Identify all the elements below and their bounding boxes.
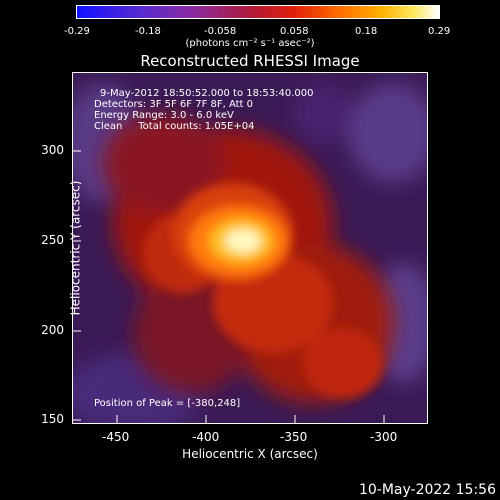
image-title: Reconstructed RHESSI Image [140, 52, 360, 70]
colorbar-tick: -0.18 [135, 26, 161, 37]
colorbar-units: (photons cm⁻² s⁻¹ asec⁻²) [185, 38, 315, 49]
colorbar-tick: 0.058 [280, 26, 309, 37]
x-tick: -350 [280, 430, 308, 444]
colorbar [76, 5, 440, 19]
y-tick: 300 [41, 143, 64, 157]
colorbar-tick: -0.29 [64, 26, 90, 37]
y-tick: 250 [41, 233, 64, 247]
rhessi-image [72, 72, 428, 424]
colorbar-tick: -0.058 [204, 26, 237, 37]
detectors-info: Detectors: 3F 5F 6F 7F 8F, Att 0 [94, 99, 254, 110]
colorbar-tick: 0.29 [428, 26, 451, 37]
observation-time: 9-May-2012 18:50:52.000 to 18:53:40.000 [100, 88, 314, 99]
y-axis-label: Heliocentric Y (arcsec) [68, 180, 83, 316]
footer-timestamp: 10-May-2022 15:56 [358, 482, 496, 498]
peak-position: Position of Peak = [-380,248] [94, 398, 241, 409]
colorbar-tick: 0.18 [355, 26, 378, 37]
energy-range: Energy Range: 3.0 - 6.0 keV [94, 110, 234, 121]
y-tick: 200 [41, 323, 64, 337]
x-tick: -300 [370, 430, 398, 444]
rhessi-map-svg [73, 73, 427, 423]
x-tick: -400 [192, 430, 220, 444]
x-tick: -450 [102, 430, 130, 444]
y-tick: 150 [41, 412, 64, 426]
clean-counts: Clean Total counts: 1.05E+04 [94, 121, 255, 132]
x-axis-label: Heliocentric X (arcsec) [182, 447, 318, 461]
